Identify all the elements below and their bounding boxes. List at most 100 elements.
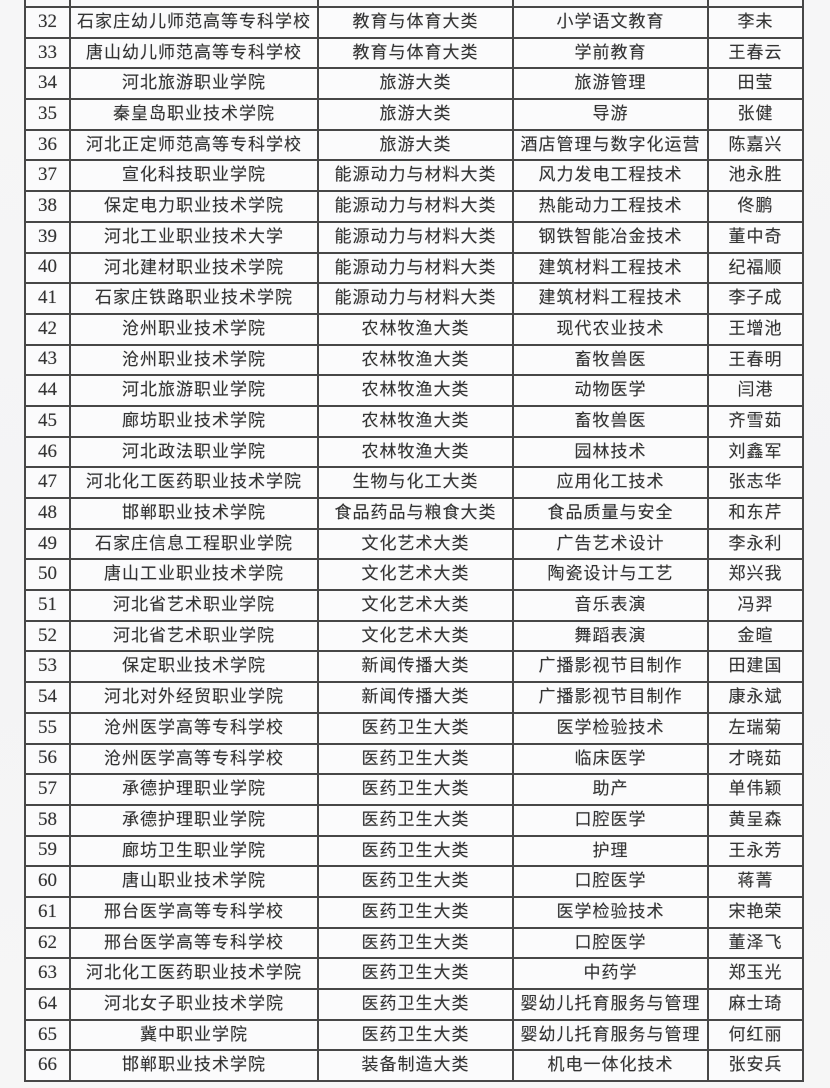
category-cell: 装备制造大类 (317, 1049, 514, 1083)
row-number-cell: 50 (24, 558, 71, 592)
teacher-name-cell: 李永利 (707, 527, 804, 561)
category-cell: 文化艺术大类 (317, 527, 514, 561)
category-cell: 能源动力与材料大类 (317, 251, 514, 285)
row-number-cell: 42 (24, 312, 71, 346)
row-number-cell: 52 (24, 619, 71, 653)
table-body: 32 石家庄幼儿师范高等专科学校 教育与体育大类 小学语文教育 李未 33 唐山幼儿师范高等… (24, 0, 804, 1083)
table-row: 32 石家庄幼儿师范高等专科学校 教育与体育大类 小学语文教育 李未 (24, 6, 804, 39)
school-cell: 唐山职业技术学院 (69, 865, 319, 898)
school-cell: 河北建材职业技术学院 (69, 251, 319, 285)
row-number-cell: 44 (24, 374, 71, 407)
teacher-name-cell: 何红丽 (707, 1018, 804, 1052)
school-cell: 邯郸职业技术学院 (69, 1049, 319, 1083)
row-number-cell: 48 (24, 497, 71, 530)
category-cell: 医药卫生大类 (317, 957, 514, 990)
table-row: 43 沧州职业技术学院 农林牧渔大类 畜牧兽医 王春明 (24, 343, 804, 377)
teacher-name-cell: 康永斌 (707, 681, 804, 714)
school-cell: 廊坊职业技术学院 (69, 404, 319, 438)
school-cell: 唐山幼儿师范高等专科学校 (69, 36, 319, 70)
row-number-cell: 39 (24, 220, 71, 254)
school-cell: 河北旅游职业学院 (69, 374, 319, 407)
major-cell: 机电一体化技术 (512, 1049, 709, 1083)
category-cell: 能源动力与材料大类 (317, 190, 514, 223)
table-row: 61 邢台医学高等专科学校 医药卫生大类 医学检验技术 宋艳荣 (24, 895, 804, 929)
category-cell: 新闻传播大类 (317, 650, 514, 684)
major-cell: 建筑材料工程技术 (512, 282, 709, 315)
table-row: 33 唐山幼儿师范高等专科学校 教育与体育大类 学前教育 王春云 (24, 36, 804, 70)
teacher-name-cell: 麻士琦 (707, 988, 804, 1021)
category-cell: 医药卫生大类 (317, 834, 514, 868)
teacher-name-cell: 金暄 (707, 619, 804, 653)
teacher-name-cell: 董中奇 (707, 220, 804, 254)
table-row: 65 冀中职业学院 医药卫生大类 婴幼儿托育服务与管理 何红丽 (24, 1018, 804, 1052)
major-cell: 学前教育 (512, 36, 709, 70)
major-cell: 导游 (512, 98, 709, 131)
major-cell: 医学检验技术 (512, 895, 709, 929)
row-number-cell: 55 (24, 711, 71, 745)
category-cell: 文化艺术大类 (317, 589, 514, 622)
table-row: 44 河北旅游职业学院 农林牧渔大类 动物医学 闫港 (24, 374, 804, 407)
table-row: 49 石家庄信息工程职业学院 文化艺术大类 广告艺术设计 李永利 (24, 527, 804, 561)
school-cell: 保定电力职业技术学院 (69, 190, 319, 223)
category-cell: 医药卫生大类 (317, 926, 514, 960)
category-cell: 新闻传播大类 (317, 681, 514, 714)
major-cell: 广告艺术设计 (512, 527, 709, 561)
teacher-name-cell: 才晓茹 (707, 742, 804, 776)
table-row: 34 河北旅游职业学院 旅游大类 旅游管理 田莹 (24, 67, 804, 101)
teacher-name-cell: 黄呈森 (707, 803, 804, 837)
school-cell: 河北政法职业学院 (69, 435, 319, 469)
row-number-cell: 54 (24, 681, 71, 714)
school-cell: 沧州医学高等专科学校 (69, 742, 319, 776)
major-cell: 医学检验技术 (512, 711, 709, 745)
teacher-name-cell: 左瑞菊 (707, 711, 804, 745)
teacher-name-cell: 闫港 (707, 374, 804, 407)
teacher-name-cell: 王永芳 (707, 834, 804, 868)
table-row: 62 邢台医学高等专科学校 医药卫生大类 口腔医学 董泽飞 (24, 926, 804, 960)
major-cell: 钢铁智能冶金技术 (512, 220, 709, 254)
table-row: 48 邯郸职业技术学院 食品药品与粮食大类 食品质量与安全 和东芹 (24, 497, 804, 530)
teacher-name-cell: 李未 (707, 6, 804, 39)
teacher-name-cell: 单伟颖 (707, 773, 804, 806)
category-cell: 医药卫生大类 (317, 1018, 514, 1052)
teacher-name-cell: 陈嘉兴 (707, 128, 804, 162)
row-number-cell: 36 (24, 128, 71, 162)
school-cell: 河北对外经贸职业学院 (69, 681, 319, 714)
row-number-cell: 61 (24, 895, 71, 929)
category-cell: 医药卫生大类 (317, 803, 514, 837)
school-cell: 河北女子职业技术学院 (69, 988, 319, 1021)
table-row: 45 廊坊职业技术学院 农林牧渔大类 畜牧兽医 齐雪茹 (24, 404, 804, 438)
major-cell: 应用化工技术 (512, 466, 709, 499)
teacher-name-cell: 池永胜 (707, 159, 804, 193)
row-number-cell: 37 (24, 159, 71, 193)
teacher-name-cell: 田建国 (707, 650, 804, 684)
table-row: 37 宣化科技职业学院 能源动力与材料大类 风力发电工程技术 池永胜 (24, 159, 804, 193)
teacher-name-cell: 王春云 (707, 36, 804, 70)
row-number-cell (24, 0, 71, 8)
row-number-cell: 65 (24, 1018, 71, 1052)
category-cell: 农林牧渔大类 (317, 404, 514, 438)
major-cell: 口腔医学 (512, 865, 709, 898)
category-cell: 教育与体育大类 (317, 6, 514, 39)
teacher-name-cell: 张健 (707, 98, 804, 131)
major-cell: 口腔医学 (512, 803, 709, 837)
previous-row-sliver (24, 0, 804, 8)
category-cell: 生物与化工大类 (317, 466, 514, 499)
row-number-cell: 63 (24, 957, 71, 990)
table-row: 41 石家庄铁路职业技术学院 能源动力与材料大类 建筑材料工程技术 李子成 (24, 282, 804, 315)
row-number-cell: 33 (24, 36, 71, 70)
school-cell: 邢台医学高等专科学校 (69, 926, 319, 960)
category-cell (317, 0, 514, 8)
table-row: 52 河北省艺术职业学院 文化艺术大类 舞蹈表演 金暄 (24, 619, 804, 653)
teacher-name-cell: 刘鑫军 (707, 435, 804, 469)
major-cell: 畜牧兽医 (512, 343, 709, 377)
major-cell: 广播影视节目制作 (512, 681, 709, 714)
school-cell: 石家庄幼儿师范高等专科学校 (69, 6, 319, 39)
category-cell: 旅游大类 (317, 128, 514, 162)
table-row: 66 邯郸职业技术学院 装备制造大类 机电一体化技术 张安兵 (24, 1049, 804, 1083)
teacher-name-cell: 郑玉光 (707, 957, 804, 990)
category-cell: 医药卫生大类 (317, 773, 514, 806)
major-cell: 舞蹈表演 (512, 619, 709, 653)
table-row: 59 廊坊卫生职业学院 医药卫生大类 护理 王永芳 (24, 834, 804, 868)
major-cell: 婴幼儿托育服务与管理 (512, 988, 709, 1021)
teacher-name-cell: 和东芹 (707, 497, 804, 530)
